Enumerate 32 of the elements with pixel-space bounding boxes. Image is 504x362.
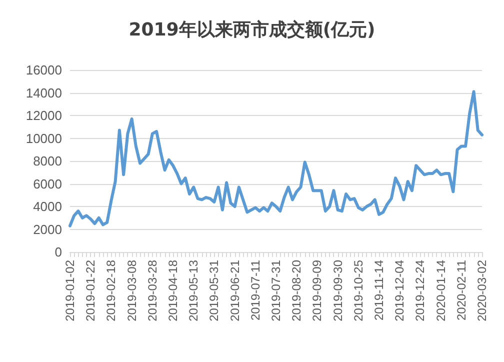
x-tick-label: 2019-05-13 — [186, 260, 201, 322]
y-tick-label: 12000 — [26, 108, 62, 123]
y-tick-label: 14000 — [26, 85, 62, 100]
x-tick-label: 2019-02-18 — [104, 260, 118, 322]
x-tick-label: 2020-03-02 — [475, 260, 489, 322]
x-tick-label: 2019-07-11 — [248, 260, 262, 320]
x-tick-label: 2019-11-14 — [372, 260, 386, 320]
x-tick-label: 2019-12-24 — [413, 260, 428, 322]
y-tick-label: 6000 — [33, 176, 62, 192]
x-tick-label: 2019-01-22 — [84, 260, 98, 322]
x-tick-label: 2019-03-28 — [145, 260, 160, 322]
y-tick-label: 10000 — [26, 130, 62, 146]
x-tick-label: 2020-02-11 — [454, 260, 468, 320]
y-tick-label: 8000 — [33, 154, 62, 168]
x-tick-label: 2019-09-09 — [310, 260, 324, 322]
x-tick-label: 2019-03-08 — [124, 260, 139, 322]
x-tick-label: 2019-09-30 — [330, 260, 345, 322]
y-tick-label: 2000 — [33, 222, 62, 237]
y-tick-label: 0 — [54, 244, 62, 260]
chart-title: 2019年以来两市成交额(亿元) — [128, 20, 376, 40]
x-tick-label: 2019-10-25 — [351, 260, 366, 322]
x-tick-label: 2019-07-31 — [269, 260, 283, 322]
x-tick-label: 2019-05-31 — [207, 260, 222, 322]
x-tick-label: 2019-01-02 — [63, 260, 77, 322]
x-tick-label: 2020-01-14 — [434, 260, 448, 322]
x-tick-label: 2019-08-20 — [290, 260, 304, 322]
line-series — [68, 90, 484, 228]
x-tick-label: 2019-12-04 — [392, 260, 407, 322]
x-tick-label: 2019-06-21 — [228, 260, 242, 322]
y-tick-label: 16000 — [26, 62, 62, 78]
y-tick-label: 4000 — [33, 199, 62, 214]
x-tick-label: 2019-04-18 — [166, 260, 180, 322]
